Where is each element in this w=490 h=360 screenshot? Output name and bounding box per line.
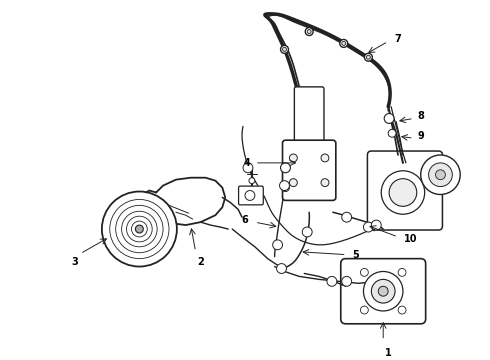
- Circle shape: [249, 178, 255, 184]
- Circle shape: [283, 48, 287, 51]
- FancyBboxPatch shape: [294, 87, 324, 145]
- Circle shape: [116, 205, 163, 253]
- Circle shape: [384, 113, 394, 123]
- Circle shape: [378, 286, 388, 296]
- FancyBboxPatch shape: [283, 140, 336, 201]
- Circle shape: [342, 212, 352, 222]
- FancyBboxPatch shape: [239, 186, 263, 205]
- Circle shape: [367, 55, 370, 59]
- Circle shape: [371, 279, 395, 303]
- Circle shape: [381, 171, 425, 214]
- Text: 2: 2: [197, 257, 204, 267]
- Circle shape: [126, 216, 152, 242]
- FancyBboxPatch shape: [368, 151, 442, 230]
- Circle shape: [245, 190, 255, 201]
- Circle shape: [272, 240, 283, 250]
- Circle shape: [282, 184, 290, 192]
- Text: 6: 6: [241, 215, 248, 225]
- Circle shape: [276, 264, 287, 274]
- Circle shape: [429, 163, 452, 186]
- Circle shape: [361, 306, 368, 314]
- Circle shape: [436, 170, 445, 180]
- Circle shape: [421, 155, 460, 194]
- Circle shape: [281, 45, 289, 53]
- Circle shape: [102, 192, 177, 266]
- Circle shape: [340, 40, 348, 48]
- Circle shape: [321, 154, 329, 162]
- Text: 9: 9: [418, 131, 424, 141]
- Circle shape: [243, 163, 253, 173]
- FancyBboxPatch shape: [341, 258, 426, 324]
- Circle shape: [327, 276, 337, 286]
- Circle shape: [364, 271, 403, 311]
- Circle shape: [110, 199, 169, 258]
- Circle shape: [290, 154, 297, 162]
- Text: 8: 8: [418, 112, 425, 121]
- Circle shape: [364, 222, 373, 232]
- Circle shape: [398, 306, 406, 314]
- Text: 1: 1: [385, 348, 392, 359]
- Text: 7: 7: [394, 35, 401, 45]
- Circle shape: [122, 211, 157, 247]
- Circle shape: [135, 225, 143, 233]
- Circle shape: [280, 181, 290, 190]
- Circle shape: [342, 41, 345, 45]
- Circle shape: [398, 269, 406, 276]
- Text: 5: 5: [353, 250, 359, 260]
- Circle shape: [342, 276, 352, 286]
- Circle shape: [290, 179, 297, 186]
- Circle shape: [302, 227, 312, 237]
- Circle shape: [361, 269, 368, 276]
- Text: 4: 4: [243, 158, 250, 168]
- Circle shape: [371, 220, 381, 230]
- Text: 3: 3: [72, 257, 78, 267]
- Circle shape: [388, 129, 396, 137]
- Circle shape: [305, 28, 313, 36]
- Circle shape: [131, 221, 147, 237]
- Circle shape: [365, 53, 372, 61]
- Circle shape: [321, 179, 329, 186]
- Circle shape: [389, 179, 417, 206]
- Text: 10: 10: [404, 234, 417, 244]
- Circle shape: [281, 163, 291, 173]
- Circle shape: [307, 30, 311, 33]
